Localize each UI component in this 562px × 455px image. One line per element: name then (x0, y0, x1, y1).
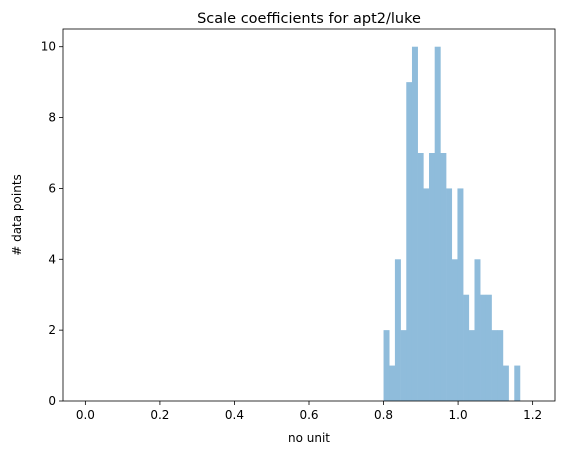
chart-title: Scale coefficients for apt2/luke (197, 11, 421, 27)
histogram-bar (497, 330, 504, 401)
histogram-bar (440, 153, 447, 401)
y-axis-ticks: 0 2 4 6 8 10 (41, 40, 63, 408)
histogram-bar (423, 188, 430, 401)
histogram-bar (451, 259, 458, 401)
x-tick-label: 0.4 (225, 408, 244, 422)
x-tick-label: 1.0 (449, 408, 468, 422)
histogram-bar (502, 365, 509, 401)
histogram-bar (474, 259, 481, 401)
histogram-bar (457, 188, 464, 401)
histogram-bar (406, 82, 413, 401)
x-tick-label: 0.8 (374, 408, 393, 422)
histogram-bar (468, 330, 475, 401)
x-tick-label: 0.2 (150, 408, 169, 422)
histogram-bar (411, 46, 418, 402)
y-tick-label: 4 (48, 252, 56, 266)
x-tick-label: 0.0 (76, 408, 95, 422)
x-tick-label: 1.2 (523, 408, 542, 422)
y-axis-label: # data points (10, 174, 24, 256)
y-tick-label: 10 (41, 40, 56, 54)
x-axis-ticks: 0.0 0.2 0.4 0.6 0.8 1.0 1.2 (76, 401, 542, 422)
histogram-bar (514, 365, 521, 401)
y-tick-label: 2 (48, 323, 56, 337)
x-tick-label: 0.6 (299, 408, 318, 422)
histogram-bars (383, 46, 521, 402)
histogram-bar (400, 330, 407, 401)
y-tick-label: 0 (48, 394, 56, 408)
y-tick-label: 6 (48, 181, 56, 195)
y-tick-label: 8 (48, 111, 56, 125)
histogram-bar (463, 294, 470, 401)
histogram-bar (389, 365, 396, 401)
histogram-bar (485, 294, 492, 401)
histogram-bar (491, 330, 498, 401)
histogram-bar (394, 259, 401, 401)
histogram-bar (480, 294, 487, 401)
histogram-bar (383, 330, 390, 401)
x-axis-label: no unit (288, 431, 330, 445)
histogram-bar (446, 188, 453, 401)
histogram-bar (429, 153, 435, 401)
histogram-bar (434, 46, 441, 402)
histogram-bar (417, 153, 424, 401)
